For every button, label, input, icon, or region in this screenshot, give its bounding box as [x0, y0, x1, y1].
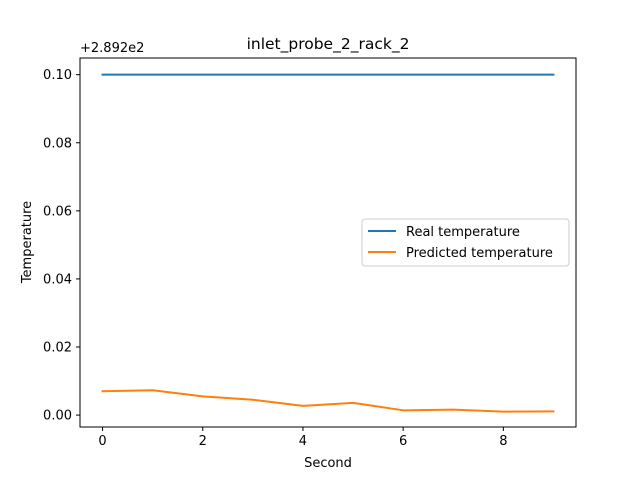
x-tick-label-3: 6: [399, 434, 407, 449]
legend-label-real: Real temperature: [406, 225, 520, 240]
series-line-1: [101, 389, 555, 413]
chart-title: inlet_probe_2_rack_2: [247, 35, 410, 54]
y-axis-label: Temperature: [20, 201, 35, 284]
legend: Real temperature Predicted temperature: [361, 218, 570, 267]
x-tick-label-4: 8: [499, 434, 507, 449]
x-tick-label-0: 0: [98, 434, 106, 449]
series-layer: [101, 73, 555, 413]
y-tick-label-4: 0.08: [43, 136, 72, 151]
y-tick-label-5: 0.10: [43, 68, 72, 83]
legend-label-predicted: Predicted temperature: [406, 246, 553, 261]
x-tick-label-2: 4: [299, 434, 307, 449]
x-axis-ticks: 0 2 4 6 8: [98, 427, 507, 449]
plot-area: [79, 57, 577, 428]
axes-frame: [79, 57, 577, 428]
x-tick-label-1: 2: [199, 434, 207, 449]
x-axis-label: Second: [304, 456, 352, 471]
y-tick-label-0: 0.00: [43, 409, 72, 424]
y-axis-ticks: 0.00 0.02 0.04 0.06 0.08 0.10: [43, 68, 80, 424]
y-tick-label-2: 0.04: [43, 272, 72, 287]
legend-frame: [361, 218, 570, 267]
y-tick-label-3: 0.06: [43, 204, 72, 219]
y-axis-offset-label: +2.892e2: [80, 41, 144, 56]
y-tick-label-1: 0.02: [43, 341, 72, 356]
